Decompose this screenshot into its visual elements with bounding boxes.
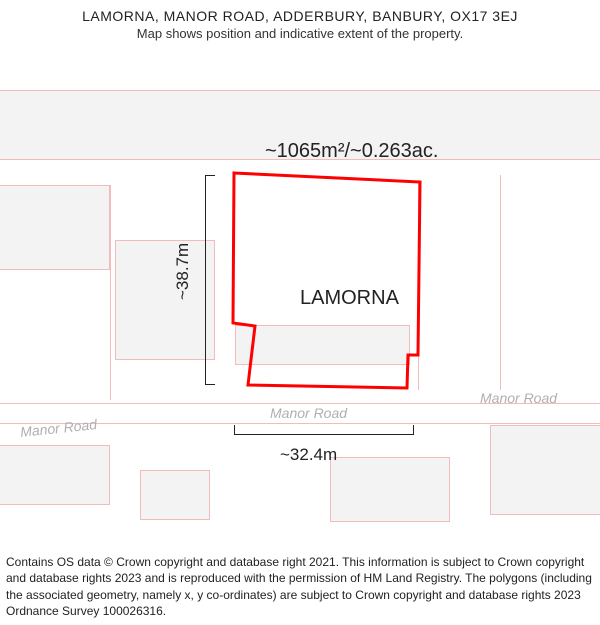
header: LAMORNA, MANOR ROAD, ADDERBURY, BANBURY,… [0, 0, 600, 45]
width-bracket [234, 425, 414, 435]
area-measurement-label: ~1065m²/~0.263ac. [265, 140, 438, 163]
property-name-label: LAMORNA [300, 287, 399, 310]
map-canvas: ~1065m²/~0.263ac. LAMORNA ~38.7m ~32.4m … [0, 45, 600, 525]
page-subtitle: Map shows position and indicative extent… [0, 26, 600, 41]
copyright-footer: Contains OS data © Crown copyright and d… [6, 554, 594, 619]
road-name-label: Manor Road [270, 405, 347, 421]
page-title: LAMORNA, MANOR ROAD, ADDERBURY, BANBURY,… [0, 8, 600, 24]
width-measurement-label: ~32.4m [280, 445, 337, 465]
road-name-label: Manor Road [480, 390, 557, 406]
height-bracket [205, 175, 215, 385]
height-measurement-label: ~38.7m [173, 243, 193, 300]
